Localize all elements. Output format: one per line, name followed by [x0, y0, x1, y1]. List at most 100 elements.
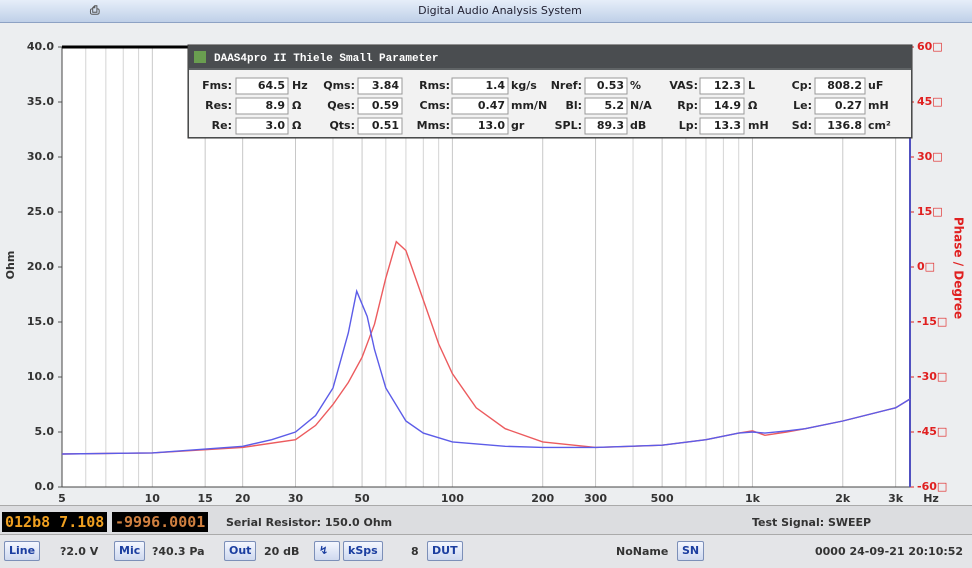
y-tick-label: 15.0 [27, 315, 54, 328]
param-value: 3.84 [372, 79, 399, 92]
param-value: 0.59 [372, 99, 399, 112]
window-icon [194, 51, 206, 63]
dut-button[interactable]: DUT [427, 541, 463, 561]
param-label: Cp: [792, 79, 812, 92]
lcd-display: -9996.0001 [112, 512, 209, 532]
window-title: Digital Audio Analysis System [418, 4, 582, 17]
x-tick-label: 1k [745, 492, 761, 505]
param-unit: mH [748, 119, 769, 132]
param-value: 12.3 [714, 79, 741, 92]
param-box [235, 117, 289, 135]
param-label: Lp: [679, 119, 698, 132]
x-tick-label: 15 [198, 492, 213, 505]
param-box [357, 97, 403, 115]
param-box [357, 77, 403, 95]
param-unit: Ω [748, 99, 758, 112]
param-box [584, 117, 628, 135]
param-value: 8.9 [266, 99, 286, 112]
y-axis-label: Ohm [4, 251, 17, 280]
lcd-display: 012b8 7.108 [2, 512, 108, 532]
param-box [235, 97, 289, 115]
param-label: Rms: [419, 79, 450, 92]
serial-resistor: Serial Resistor: 150.0 Ohm [226, 516, 393, 529]
param-label: Qms: [323, 79, 355, 92]
voltage: ?2.0 V [60, 545, 99, 558]
y-tick-label: 20.0 [27, 260, 54, 273]
param-unit: gr [511, 119, 525, 132]
param-value: 136.8 [827, 119, 862, 132]
param-box [584, 77, 628, 95]
param-label: Sd: [792, 119, 812, 132]
param-value: 0.53 [597, 79, 624, 92]
y-tick-label: 30.0 [27, 150, 54, 163]
y-tick-label: 0.0 [35, 480, 55, 493]
y-tick-label: 25.0 [27, 205, 54, 218]
param-label: Bl: [565, 99, 582, 112]
param-label: Re: [212, 119, 232, 132]
param-box [814, 117, 866, 135]
chart: 5 10 15 20 30 50 100 200 300 500 1k 2k 3k Hz 0.0 5.0 10.… [4, 40, 966, 505]
y-tick-label: 5.0 [35, 425, 55, 438]
y2-tick-label: 30□ [917, 150, 943, 163]
param-unit: mm/N [511, 99, 547, 112]
y2-tick-label: -30□ [917, 370, 947, 383]
param-box [699, 77, 745, 95]
param-value: 13.0 [478, 119, 505, 132]
y2-tick-label: -15□ [917, 315, 947, 328]
x-tick-label: 3k [888, 492, 904, 505]
signal-button[interactable]: ↯ [314, 541, 340, 561]
param-value: 808.2 [827, 79, 862, 92]
mic-button[interactable]: Mic [114, 541, 146, 561]
param-label: VAS: [669, 79, 698, 92]
y2-tick-label: 15□ [917, 205, 943, 218]
param-box [699, 117, 745, 135]
ksps-button[interactable]: kSps [343, 541, 383, 561]
param-value: 1.4 [486, 79, 506, 92]
param-box [699, 97, 745, 115]
param-value: 0.51 [372, 119, 399, 132]
pressure: ?40.3 Pa [152, 545, 205, 558]
param-box [451, 77, 509, 95]
param-unit: Ω [292, 119, 302, 132]
param-box [584, 97, 628, 115]
y2-tick-label: -60□ [917, 480, 947, 493]
y2-tick-label: 60□ [917, 40, 943, 53]
gain: 20 dB [264, 545, 300, 558]
y2-tick-label: -45□ [917, 425, 947, 438]
x-tick-label: 2k [835, 492, 851, 505]
param-box [451, 97, 509, 115]
dut-name: NoName [616, 545, 669, 558]
param-label: Fms: [202, 79, 232, 92]
param-value: 14.9 [714, 99, 741, 112]
param-label: SPL: [555, 119, 582, 132]
param-box [451, 117, 509, 135]
param-value: 0.27 [835, 99, 862, 112]
param-unit: cm² [868, 119, 891, 132]
param-unit: L [748, 79, 755, 92]
out-button[interactable]: Out [224, 541, 257, 561]
window-body [189, 70, 911, 137]
param-value: 0.47 [478, 99, 505, 112]
x-tick-label: 100 [441, 492, 464, 505]
x-tick-label: 30 [288, 492, 304, 505]
x-tick-label: 20 [235, 492, 251, 505]
count: 8 [411, 545, 419, 558]
param-unit: mH [868, 99, 889, 112]
window-title: DAAS4pro II Thiele Small Parameter [214, 53, 438, 65]
param-box [814, 77, 866, 95]
line-button[interactable]: Line [4, 541, 41, 561]
param-label: Le: [793, 99, 812, 112]
toolbar [0, 534, 972, 568]
x-axis-unit: Hz [923, 492, 939, 505]
parameter-window: DAAS4pro II Thiele Small Parameter Fms: 64… [187, 44, 913, 139]
param-box [814, 97, 866, 115]
param-label: Res: [205, 99, 232, 112]
param-unit: kg/s [511, 79, 537, 92]
y2-tick-label: 0□ [917, 260, 935, 273]
param-box [357, 117, 403, 135]
param-value: 3.0 [266, 119, 286, 132]
sn-button[interactable]: SN [677, 541, 705, 561]
x-tick-label: 300 [584, 492, 607, 505]
param-label: Mms: [417, 119, 450, 132]
